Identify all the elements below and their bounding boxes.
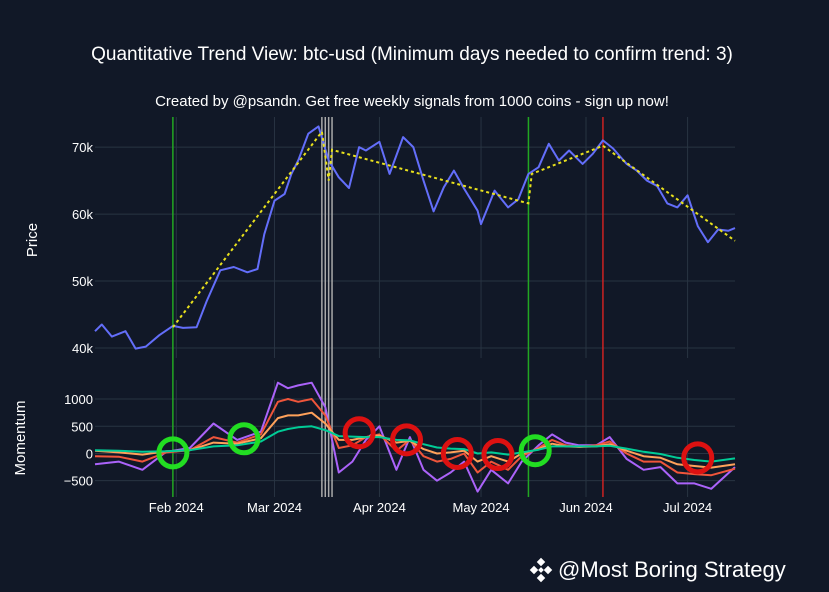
x-tick-label: May 2024 <box>452 500 509 515</box>
momentum-tick-label: 0 <box>86 446 93 461</box>
price-axis-title: Price <box>24 223 41 257</box>
sell-signal-circle <box>481 438 515 472</box>
signal-circles <box>156 416 715 475</box>
momentum-tick-label: 500 <box>71 419 93 434</box>
momentum-lines <box>94 381 736 493</box>
diamond-logo-icon <box>529 557 553 583</box>
momentum-grid <box>95 380 735 497</box>
chart-subtitle: Created by @psandn. Get free weekly sign… <box>155 93 669 110</box>
x-tick-label: Mar 2024 <box>247 500 302 515</box>
momentum-series-line <box>94 398 736 477</box>
y-tick-labels: 40k 50k 60k 70k −500 0 500 1000 <box>64 140 94 489</box>
trend-line <box>172 129 736 328</box>
price-lines <box>94 125 736 350</box>
momentum-axis-title: Momentum <box>12 400 29 475</box>
sell-signal-circle <box>390 423 424 457</box>
buy-signal-circle <box>227 422 261 456</box>
x-tick-label: Jun 2024 <box>559 500 613 515</box>
sell-signal-circle <box>342 416 376 450</box>
price-grid <box>95 117 735 358</box>
price-tick-label: 60k <box>72 207 93 222</box>
watermark-text: @Most Boring Strategy <box>558 557 786 582</box>
sell-signal-circle <box>681 441 715 475</box>
sell-signal-circle <box>440 436 474 470</box>
price-tick-label: 40k <box>72 341 93 356</box>
price-tick-label: 70k <box>72 140 93 155</box>
price-tick-label: 50k <box>72 274 93 289</box>
watermark: @Most Boring Strategy <box>528 554 786 586</box>
momentum-tick-label: 1000 <box>64 392 93 407</box>
buy-signal-circle <box>518 434 552 468</box>
buy-signal-circle <box>156 436 190 470</box>
price-line <box>94 125 736 350</box>
x-tick-labels: Feb 2024 Mar 2024 Apr 2024 May 2024 Jun 2024… <box>149 500 712 515</box>
x-tick-label: Jul 2024 <box>663 500 712 515</box>
x-tick-label: Apr 2024 <box>353 500 406 515</box>
x-tick-label: Feb 2024 <box>149 500 204 515</box>
momentum-tick-label: −500 <box>64 474 93 489</box>
momentum-series-line <box>94 425 736 463</box>
chart-title: Quantitative Trend View: btc-usd (Minimu… <box>91 44 733 65</box>
